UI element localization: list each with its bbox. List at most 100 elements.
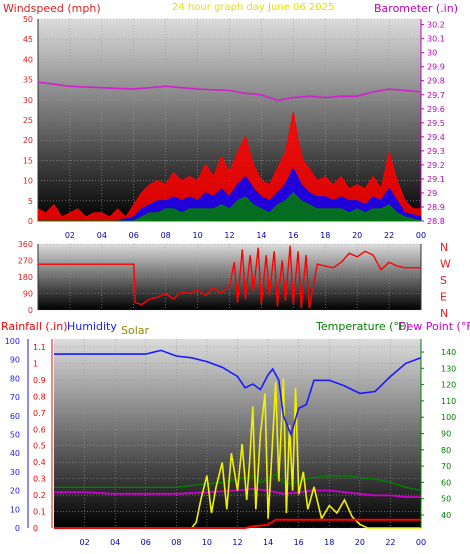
dewpoint-axis-title: Dew Point (°F): [398, 320, 470, 333]
rainfall-tick-label: 1.1: [33, 343, 46, 352]
rainfall-series: [54, 518, 421, 529]
temperature-axis-title: Temperature (°F): [315, 320, 410, 333]
temperature-axis-ticks: 40 50 60 70 80 90 100 110 120 130 140: [420, 339, 456, 528]
temperature-tick-label: 130: [441, 364, 456, 373]
humidity-tick-label: 10: [10, 505, 20, 514]
temperature-tick-label: 40: [441, 511, 451, 520]
barometer-tick-label: 29.7: [427, 91, 445, 100]
humidity-axis-title: Humidity: [67, 320, 117, 333]
direction-tick-label: 180: [18, 273, 33, 282]
direction-tick-label: 360: [18, 240, 33, 249]
barometer-tick-label: 29.5: [427, 119, 445, 128]
wind-tick-label: 20: [23, 136, 33, 145]
time-tick-label: 00: [416, 538, 426, 547]
temperature-tick-label: 90: [441, 430, 451, 439]
time-tick-label: 18: [320, 231, 330, 240]
humidity-tick-label: 60: [10, 412, 20, 421]
rainfall-tick-label: 0.5: [33, 442, 46, 451]
wind-tick-label: 50: [23, 15, 33, 24]
time-tick-label: 22: [384, 231, 394, 240]
time-tick-label: 18: [324, 538, 334, 547]
gust-series: [37, 111, 422, 222]
solar-series: [54, 378, 421, 529]
humidity-tick-label: 20: [10, 487, 20, 496]
wind-tick-label: 15: [23, 156, 33, 165]
barometer-axis-title: Barometer (.in): [374, 2, 458, 15]
rainfall-tick-label: 0.2: [33, 491, 46, 500]
barometer-tick-label: 30.1: [427, 35, 445, 44]
humidity-tick-label: 80: [10, 374, 20, 383]
rainfall-tick-label: 0.3: [33, 475, 46, 484]
wind-tick-label: 35: [23, 76, 33, 85]
time-tick-label: 06: [141, 538, 151, 547]
temperature-panel-background: [54, 339, 421, 528]
humidity-tick-label: 30: [10, 468, 20, 477]
time-tick-label: 16: [288, 231, 298, 240]
wind-tick-label: 25: [23, 116, 33, 125]
temperature-tick-label: 120: [441, 381, 456, 390]
dewpoint-series: [54, 487, 421, 498]
temperature-panel-series: [54, 349, 422, 529]
wind-tick-label: 10: [23, 177, 33, 186]
temperature-tick-label: 100: [441, 413, 456, 422]
time-tick-label: 14: [256, 231, 266, 240]
minimum-wind-series: [38, 191, 422, 222]
time-tick-label: 12: [224, 231, 234, 240]
rainfall-tick-label: 0.4: [33, 458, 46, 467]
humidity-tick-label: 50: [10, 431, 20, 440]
temperature-tick-label: 60: [441, 478, 451, 487]
temperature-tick-label: 110: [441, 397, 456, 406]
temperature-tick-label: 140: [441, 348, 456, 357]
humidity-series: [54, 349, 422, 437]
direction-panel-series: [38, 245, 421, 309]
time-tick-label: 22: [385, 538, 395, 547]
time-tick-label: 08: [161, 231, 171, 240]
time-tick-label: 00: [416, 231, 426, 240]
time-tick-label: 14: [263, 538, 273, 547]
rainfall-tick-label: 0.7: [33, 409, 46, 418]
time-tick-label: 20: [355, 538, 365, 547]
time-tick-label: 10: [202, 538, 212, 547]
wind-tick-label: 5: [28, 197, 33, 206]
barometer-tick-label: 29.2: [427, 161, 445, 170]
barometer-tick-label: 30: [427, 49, 437, 58]
barometer-line: [37, 81, 422, 102]
temperature-tick-label: 50: [441, 495, 451, 504]
average-wind-series: [38, 167, 422, 222]
rainfall-tick-label: 0.6: [33, 425, 46, 434]
barometer-tick-label: 29.1: [427, 175, 445, 184]
direction-tick-label: 270: [18, 257, 33, 266]
barometer-tick-label: 29.6: [427, 105, 445, 114]
rainfall-tick-label: 0.8: [33, 392, 46, 401]
time-tick-label: 02: [79, 538, 89, 547]
wind-tick-label: 0: [28, 217, 33, 226]
rainfall-tick-label: 0.1: [33, 508, 46, 517]
wind-tick-label: 40: [23, 55, 33, 64]
compass-label: W: [440, 258, 451, 271]
barometer-axis-ticks: 28.8 28.9 29 29.1 29.2 29.3 29.4 29.5 29.6 29.7 29…: [421, 21, 445, 226]
temperature-tick-label: 80: [441, 446, 451, 455]
compass-label: N: [440, 241, 448, 254]
time-tick-label: 20: [352, 231, 362, 240]
time-tick-label: 10: [192, 231, 202, 240]
time-axis-top: 02 04 06 08 10 12 14 16 18 20 22 00: [65, 231, 426, 240]
humidity-tick-label: 70: [10, 393, 20, 402]
time-tick-label: 06: [129, 231, 139, 240]
time-tick-label: 04: [110, 538, 120, 547]
time-tick-label: 16: [294, 538, 304, 547]
wind-direction-series: [38, 245, 421, 309]
barometer-tick-label: 28.8: [427, 217, 445, 226]
barometer-tick-label: 29.8: [427, 77, 445, 86]
barometer-tick-label: 28.9: [427, 203, 445, 212]
graph-title: 24 hour graph day June 06 2025: [172, 2, 334, 13]
time-tick-label: 12: [232, 538, 242, 547]
humidity-tick-label: 90: [10, 356, 20, 365]
rainfall-axis-title: Rainfall (.in): [1, 320, 68, 333]
time-tick-label: 02: [65, 231, 75, 240]
rainfall-tick-label: 1: [33, 359, 38, 368]
temperature-series: [54, 473, 422, 492]
wind-tick-label: 45: [23, 35, 33, 44]
temperature-tick-label: 70: [441, 462, 451, 471]
